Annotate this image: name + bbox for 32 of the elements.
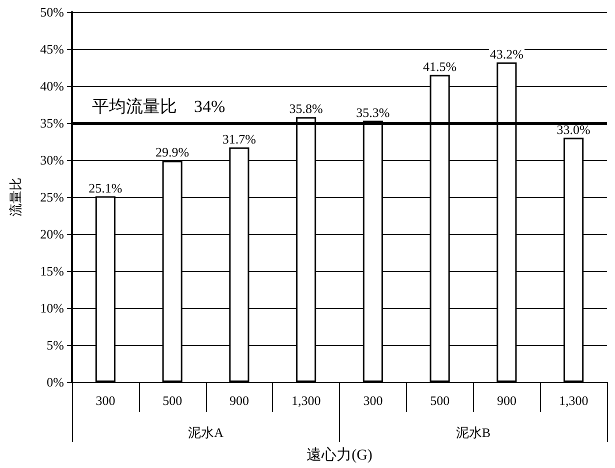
data-label: 33.0% (556, 122, 591, 137)
ref-line-label: 平均流量比 34% (92, 97, 226, 116)
x-tick-label: 900 (496, 393, 516, 408)
x-tick-label: 500 (430, 393, 450, 408)
y-tick-label: 40% (40, 78, 64, 94)
y-tick-label: 50% (40, 4, 64, 20)
y-tick-label: 0% (46, 374, 64, 390)
data-label: 29.9% (156, 144, 190, 160)
data-label: 25.1% (88, 180, 122, 196)
text: 泥水A (188, 425, 224, 440)
text: 泥水B (456, 425, 491, 440)
y-tick-label: 15% (40, 264, 64, 278)
y-tick-label: 25% (40, 190, 64, 204)
y-tick-label: 35% (40, 116, 64, 130)
x-tick-label: 1,300 (291, 393, 321, 408)
data-label: 43.2% (490, 46, 524, 62)
x-tick-label: 300 (363, 393, 383, 408)
data-label: 31.7% (222, 131, 256, 146)
x-tick-label: 500 (162, 393, 182, 408)
y-tick-label: 5% (46, 338, 64, 352)
y-tick-label: 45% (40, 42, 64, 56)
y-tick-label: 30% (40, 152, 64, 168)
y-axis-title: 流量比 (8, 178, 23, 216)
x-tick-label: 1,300 (558, 393, 588, 408)
y-tick-label: 10% (40, 300, 64, 316)
x-tick-label: 300 (96, 393, 116, 408)
y-tick-label: 20% (40, 226, 64, 242)
x-tick-label: 900 (229, 393, 249, 408)
data-label: 41.5% (423, 58, 457, 74)
data-label: 35.3% (356, 104, 390, 120)
data-label: 35.8% (289, 101, 324, 116)
x-axis-title: 遠心力(G) (306, 446, 372, 464)
